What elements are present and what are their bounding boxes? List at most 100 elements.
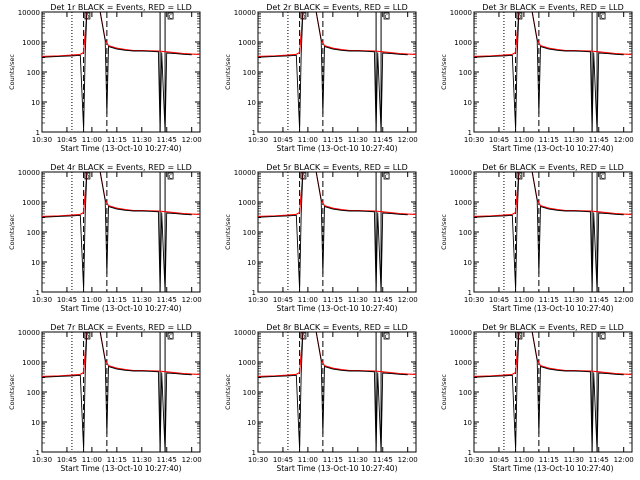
y-tick-label: 10: [31, 419, 40, 427]
y-tick-label: 1: [252, 449, 256, 457]
x-tick-label: 11:00: [298, 456, 318, 464]
plot-frame: [41, 331, 201, 453]
y-tick-label: 10: [463, 259, 472, 267]
y-tick-label: 100: [243, 229, 256, 237]
x-tick-label: 10:45: [57, 456, 77, 464]
panel-title: Det 7r BLACK = Events, RED = LLD: [50, 323, 192, 332]
series-line-lld: [474, 12, 632, 57]
y-axis-label: Counts/sec: [440, 54, 448, 90]
y-tick-label: 1: [252, 129, 256, 137]
plot-frame: [41, 11, 201, 133]
flag-label: D: [517, 175, 521, 181]
series-group: [258, 12, 416, 132]
flag-label: C: [169, 15, 173, 21]
y-tick-label: 10000: [18, 9, 40, 17]
x-tick-label: 12:00: [182, 296, 202, 304]
y-axis-label: Counts/sec: [224, 54, 232, 90]
x-tick-label: 11:30: [132, 296, 152, 304]
x-tick-label: 12:00: [614, 136, 634, 144]
flag-box: [300, 12, 307, 20]
panel: Det 2r BLACK = Events, RED = LLD 1 10 100 10…: [224, 3, 418, 153]
series-group: [258, 332, 416, 452]
x-tick-label: 10:30: [248, 456, 268, 464]
x-axis-label: Start Time (13-Oct-10 10:27:40): [60, 464, 181, 473]
y-tick-label: 1: [36, 289, 40, 297]
x-axis-label: Start Time (13-Oct-10 10:27:40): [492, 464, 613, 473]
y-tick-label: 100: [243, 389, 256, 397]
y-tick-label: 1: [36, 449, 40, 457]
x-tick-label: 12:00: [398, 296, 418, 304]
x-tick-label: 11:30: [132, 136, 152, 144]
flag-label: C: [601, 15, 605, 21]
panel-title: Det 4r BLACK = Events, RED = LLD: [50, 163, 192, 172]
x-tick-label: 10:30: [248, 136, 268, 144]
x-tick-label: 12:00: [398, 456, 418, 464]
x-axis-label: Start Time (13-Oct-10 10:27:40): [60, 304, 181, 313]
y-tick-label: 10: [31, 259, 40, 267]
x-tick-label: 10:30: [464, 296, 484, 304]
x-tick-label: 12:00: [614, 456, 634, 464]
plot-frame: [257, 171, 417, 293]
x-tick-label: 11:30: [348, 456, 368, 464]
panel: Det 6r BLACK = Events, RED = LLD 1 10 100 10…: [440, 163, 634, 313]
panel-title: Det 6r BLACK = Events, RED = LLD: [482, 163, 624, 172]
y-tick-label: 100: [27, 69, 40, 77]
series-line-lld: [258, 12, 416, 57]
series-group: [42, 332, 200, 452]
flag-label: C: [385, 15, 389, 21]
y-tick-label: 10000: [450, 169, 472, 177]
plot-frame: [473, 171, 633, 293]
series-line-lld: [42, 332, 200, 377]
y-tick-label: 10000: [234, 329, 256, 337]
panels-group: Det 1r BLACK = Events, RED = LLD 1 10 100 10…: [8, 3, 634, 473]
x-tick-label: 11:00: [82, 136, 102, 144]
flag-box: [516, 12, 523, 20]
flag-box: [300, 172, 307, 180]
x-axis-label: Start Time (13-Oct-10 10:27:40): [276, 144, 397, 153]
y-tick-label: 10000: [18, 329, 40, 337]
flag-box: [300, 332, 307, 340]
series-line-events: [474, 172, 624, 292]
flag-box: [516, 332, 523, 340]
x-tick-label: 11:00: [514, 136, 534, 144]
series-line-events: [42, 172, 192, 292]
y-tick-label: 1: [468, 129, 472, 137]
x-tick-label: 10:30: [32, 296, 52, 304]
x-tick-label: 11:45: [589, 296, 609, 304]
x-tick-label: 11:15: [323, 296, 343, 304]
series-line-lld: [258, 172, 416, 217]
x-tick-label: 11:30: [132, 456, 152, 464]
y-tick-label: 100: [27, 229, 40, 237]
y-tick-label: 10: [463, 99, 472, 107]
series-line-events: [42, 12, 192, 132]
x-tick-label: 11:00: [82, 456, 102, 464]
panel-title: Det 5r BLACK = Events, RED = LLD: [266, 163, 408, 172]
flag-label: C: [601, 335, 605, 341]
series-group: [258, 172, 416, 292]
y-tick-label: 10: [247, 259, 256, 267]
series-line-lld: [42, 12, 200, 57]
x-tick-label: 11:45: [373, 296, 393, 304]
y-tick-label: 1000: [22, 359, 40, 367]
series-group: [474, 172, 632, 292]
x-tick-label: 11:15: [107, 456, 127, 464]
flag-label: C: [601, 175, 605, 181]
flag-label: D: [301, 15, 305, 21]
flag-box: [516, 172, 523, 180]
flag-box: [167, 172, 174, 180]
y-tick-label: 1000: [238, 359, 256, 367]
y-tick-label: 1000: [238, 39, 256, 47]
x-tick-label: 11:45: [157, 456, 177, 464]
flag-label: D: [85, 335, 89, 341]
x-axis-label: Start Time (13-Oct-10 10:27:40): [276, 304, 397, 313]
flag-label: D: [85, 175, 89, 181]
x-tick-label: 10:30: [464, 136, 484, 144]
y-tick-label: 10: [31, 99, 40, 107]
series-line-lld: [42, 172, 200, 217]
x-tick-label: 11:45: [157, 296, 177, 304]
panel-title: Det 2r BLACK = Events, RED = LLD: [266, 3, 408, 12]
flag-box: [599, 12, 606, 20]
series-line-lld: [474, 332, 632, 377]
x-axis-label: Start Time (13-Oct-10 10:27:40): [492, 304, 613, 313]
y-axis-label: Counts/sec: [224, 374, 232, 410]
